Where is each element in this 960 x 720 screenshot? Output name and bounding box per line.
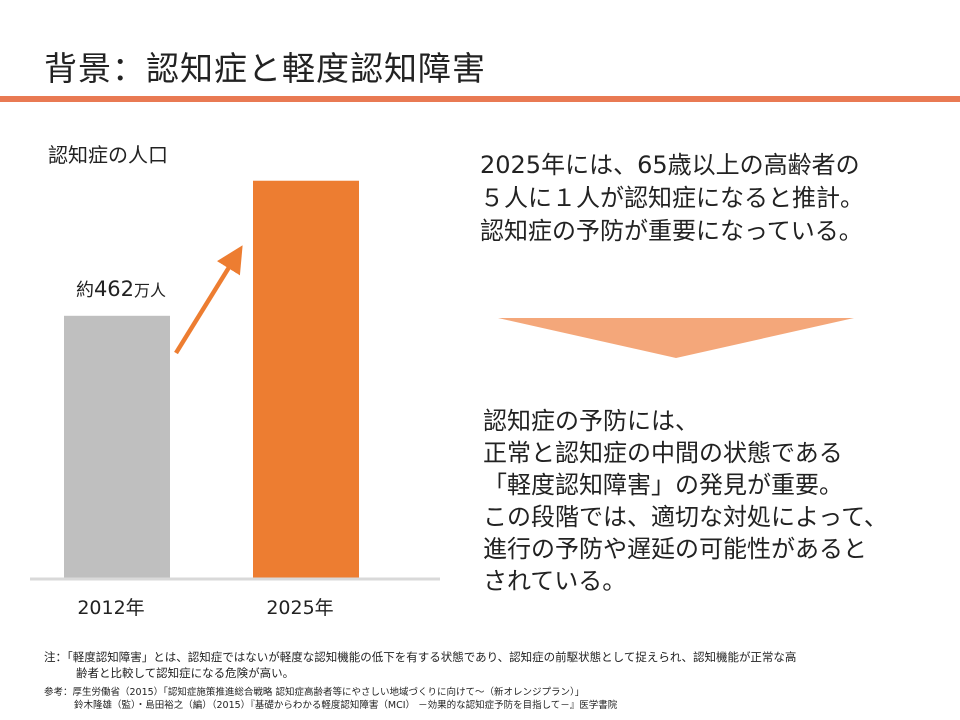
mci-line: この段階では、適切な対処によって、 xyxy=(483,503,888,531)
mci-line: 正常と認知症の中間の状態である xyxy=(483,439,843,467)
references: 参考：厚生労働省（2015）「認知症施策推進総合戦略 認知症高齢者等にやさしい地… xyxy=(44,686,617,712)
category-label: 2025年 xyxy=(266,597,333,619)
summary-line: 認知症の予防が重要になっている。 xyxy=(480,217,863,245)
bar-2012 xyxy=(64,315,170,578)
down-arrow-icon xyxy=(498,318,854,358)
title-underline xyxy=(0,96,960,102)
chart-title: 認知症の人口 xyxy=(48,143,168,167)
mci-paragraph: 認知症の予防には、 正常と認知症の中間の状態である 「軽度認知障害」の発見が重要… xyxy=(483,405,888,597)
reference-line: 参考：厚生労働省（2015）「認知症施策推進総合戦略 認知症高齢者等にやさしい地… xyxy=(44,687,585,698)
mci-line: 認知症の予防には、 xyxy=(483,407,699,435)
footnote-line: 齢者と比較して認知症になる危険が高い。 xyxy=(76,666,295,680)
footnote: 注：「軽度認知障害」とは、認知症ではないが軽度な認知機能の低下を有する状態であり… xyxy=(44,649,796,681)
category-label: 2012年 xyxy=(77,597,144,619)
page-title: 背景：認知症と軽度認知障害 xyxy=(44,49,486,88)
reference-line: 鈴木隆雄（監）・島田裕之（編）（2015）『基礎からわかる軽度認知障害（MCI）… xyxy=(74,700,618,711)
bar-2025 xyxy=(253,180,359,578)
data-label: 約462万人 xyxy=(76,277,166,301)
summary-line: ５人に１人が認知症になると推計。 xyxy=(480,184,864,212)
mci-line: 進行の予防や遅延の可能性があると xyxy=(483,535,867,563)
summary-line: 2025年には、65歳以上の高齢者の xyxy=(480,151,860,179)
down-arrow-shape xyxy=(498,318,854,358)
footnote-line: 注：「軽度認知障害」とは、認知症ではないが軽度な認知機能の低下を有する状態であり… xyxy=(44,650,797,664)
mci-line: 「軽度認知障害」の発見が重要。 xyxy=(483,471,843,499)
increase-arrow xyxy=(174,245,243,355)
mci-line: されている。 xyxy=(483,567,627,595)
summary-paragraph: 2025年には、65歳以上の高齢者の ５人に１人が認知症になると推計。 認知症の… xyxy=(480,149,864,248)
